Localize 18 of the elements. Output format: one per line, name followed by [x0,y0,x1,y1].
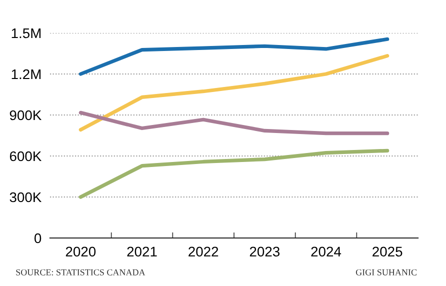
x-tick-label: 2023 [250,246,280,257]
text: GIGI SUHANIC [356,269,417,276]
x-tick-label: 2022 [188,246,218,257]
x-tick-label: 2025 [372,246,402,257]
line-series [78,110,390,136]
x-tick-label: 2024 [311,246,342,257]
y-tick-label: 600K [10,151,42,162]
line-series [78,54,390,132]
y-tick-label: 1.2M [12,69,41,80]
line-series [78,148,390,199]
y-tick-label: 0 [34,233,42,244]
y-tick-label: 1.5M [12,28,41,38]
y-tick-label: 900K [10,110,42,120]
x-tick-label: 2021 [127,246,157,257]
x-tick-label: 2020 [66,246,96,257]
y-tick-label: 300K [10,192,42,202]
source-note: SOURCE: STATISTICS CANADA [16,269,146,276]
line-series [78,37,390,76]
